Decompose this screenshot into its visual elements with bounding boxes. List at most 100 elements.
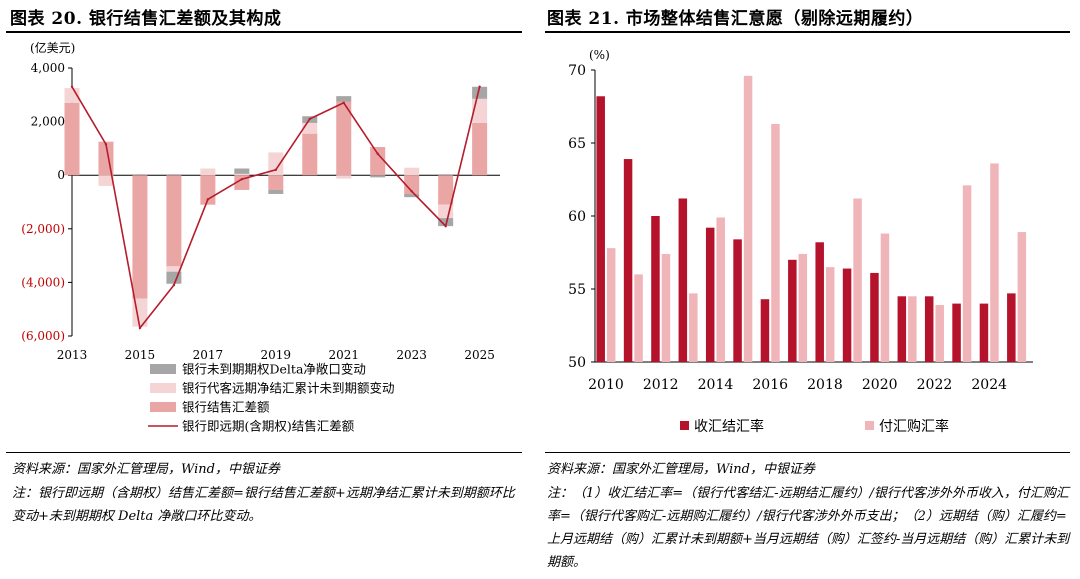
- line-point: [172, 283, 176, 287]
- bar-purchase: [935, 305, 944, 362]
- y-axis-unit-label: (亿美元): [30, 40, 75, 55]
- legend-swatch-spot: [150, 402, 176, 412]
- bar-delta: [438, 218, 454, 227]
- x-tick-label: 2013: [57, 348, 88, 362]
- bar-spot: [132, 175, 148, 299]
- line-point: [444, 224, 447, 228]
- bar-settle: [897, 296, 907, 362]
- bar-settle: [952, 303, 961, 362]
- bar-purchase: [908, 296, 917, 362]
- bar-purchase: [716, 217, 725, 362]
- bar-settle: [979, 303, 989, 362]
- legend-swatch-delta: [150, 364, 176, 374]
- line-point: [274, 168, 278, 172]
- bar-settle: [760, 299, 770, 362]
- line-point: [308, 117, 311, 121]
- y-axis-unit-label: (%): [589, 48, 610, 62]
- bar-forward: [268, 152, 284, 176]
- bar-settle: [870, 272, 879, 362]
- y-tick-label: 60: [568, 209, 586, 225]
- note-text: 注：（1）收汇结汇率=（银行代客结汇-远期结汇履约）/银行代客涉外外币收入，付汇…: [547, 486, 1070, 570]
- bar-purchase: [990, 163, 999, 362]
- source-text: 资料来源：国家外汇管理局，Wind，中银证券: [547, 462, 815, 477]
- line-point: [138, 326, 142, 330]
- bar-purchase: [689, 293, 698, 362]
- line-point: [478, 85, 481, 88]
- bar-forward: [234, 173, 250, 176]
- x-tick-label: 2010: [588, 377, 624, 393]
- x-tick-label: 2016: [752, 377, 788, 393]
- bar-purchase: [771, 124, 780, 363]
- y-tick-label: 0: [57, 168, 65, 182]
- bar-forward: [302, 122, 318, 134]
- left-chart: (亿美元) 4,000 2,000 0 (2,000) (4,000) (6,000) 201…: [21, 40, 500, 434]
- x-tick-label: 2015: [125, 348, 156, 362]
- line-point: [206, 198, 210, 201]
- legend-label: 银行即远期(含期权)结售汇差额: [182, 419, 355, 434]
- y-tick-label: 65: [568, 136, 586, 152]
- bar-purchase: [606, 248, 616, 362]
- bar-purchase: [661, 253, 671, 362]
- bar-spot: [166, 175, 182, 267]
- bar-delta: [336, 96, 352, 102]
- bar-spot: [302, 133, 318, 176]
- bar-purchase: [634, 274, 643, 362]
- bar-delta: [472, 86, 488, 99]
- bar-delta: [370, 175, 386, 178]
- x-tick-label: 2022: [917, 377, 953, 393]
- y-tick-label: (2,000): [21, 222, 65, 236]
- y-tick-label: 4,000: [31, 61, 65, 75]
- legend-label: 付汇购汇率: [879, 418, 949, 435]
- note-text: 注：银行即远期（含期权）结售汇差额=银行结售汇差额+远期净结汇累计未到期额环比变…: [12, 486, 515, 524]
- x-tick-label: 2017: [193, 348, 224, 362]
- bar-settle: [924, 296, 934, 362]
- x-tick-label: 2020: [862, 377, 898, 393]
- bar-purchase: [962, 185, 972, 362]
- bar-spot: [336, 101, 352, 176]
- bar-purchase: [798, 253, 808, 362]
- line-point: [342, 101, 345, 105]
- y-tick-label: 55: [568, 282, 586, 298]
- bar-settle: [815, 242, 824, 362]
- bar-purchase: [853, 198, 862, 362]
- legend-swatch-purchase: [865, 421, 874, 430]
- x-tick-label: 2012: [643, 377, 679, 393]
- chart-title: 图表 20. 银行结售汇差额及其构成: [10, 9, 282, 29]
- source-text: 资料来源：国家外汇管理局，Wind，中银证券: [12, 462, 280, 477]
- bar-settle: [1007, 293, 1016, 362]
- x-tick-label: 2024: [971, 377, 1007, 393]
- legend-label: 收汇结汇率: [694, 418, 764, 435]
- bar-purchase: [825, 267, 835, 362]
- legend-label: 银行结售汇差额: [182, 400, 270, 415]
- y-tick-label: 2,000: [31, 115, 65, 129]
- y-tick-label: 50: [568, 355, 586, 371]
- bar-forward: [404, 167, 420, 176]
- left-chart-panel: 图表 20. 银行结售汇差额及其构成 (亿美元) 4,000 2,000 0 (2,00…: [0, 0, 522, 579]
- right-chart-panel: 图表 21. 市场整体结售汇意愿（剔除远期履约） (%) 70 65 60 55 50 20…: [545, 0, 1080, 579]
- bar-purchase: [1017, 232, 1027, 362]
- x-tick-label: 2019: [261, 348, 292, 362]
- bar-forward: [166, 266, 182, 272]
- y-tick-label: (4,000): [21, 275, 65, 289]
- bar-spot: [268, 175, 284, 190]
- bar-settle: [623, 159, 633, 362]
- legend-label: 银行代客远期净结汇累计未到期额变动: [182, 381, 395, 396]
- bar-spot: [438, 175, 454, 205]
- line-point: [376, 152, 379, 155]
- y-tick-label: (6,000): [21, 329, 65, 343]
- bar-forward: [336, 175, 352, 179]
- legend-swatch-settle: [680, 421, 689, 430]
- legend-swatch-forward: [150, 383, 176, 393]
- line-point: [240, 178, 244, 181]
- y-tick-label: 70: [568, 63, 586, 79]
- bar-spot: [472, 122, 488, 176]
- x-tick-label: 2025: [464, 348, 495, 362]
- bar-spot: [64, 102, 80, 176]
- bar-settle: [842, 268, 852, 362]
- bar-forward: [200, 168, 216, 176]
- source-divider: [545, 452, 1070, 453]
- legend-label: 银行未到期期权Delta净敞口变动: [182, 362, 366, 377]
- x-tick-label: 2014: [698, 377, 734, 393]
- bar-settle: [596, 96, 605, 362]
- x-tick-label: 2023: [396, 348, 427, 362]
